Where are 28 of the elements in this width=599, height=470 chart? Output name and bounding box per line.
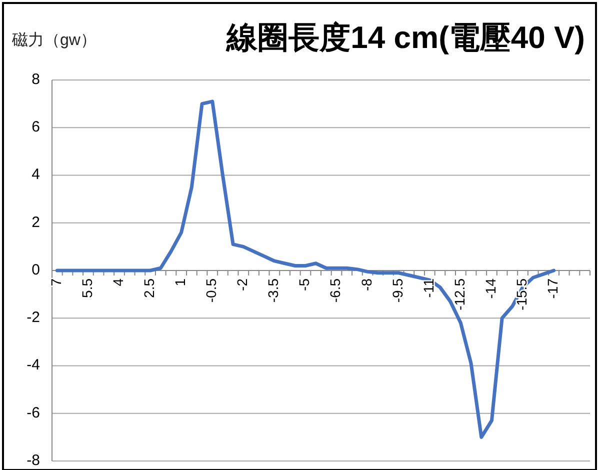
- x-tick-label: -15.5: [513, 278, 530, 310]
- y-tick-label: -6: [26, 404, 40, 422]
- chart-title: 線圈長度14 cm(電壓40 V): [226, 20, 585, 55]
- y-tick-label: -8: [26, 452, 40, 469]
- ylabel: 磁力（gw）: [12, 32, 96, 49]
- x-tick-label: -14: [482, 278, 498, 299]
- x-tick-label: -8: [358, 278, 374, 291]
- x-tick-label: -11: [420, 278, 436, 298]
- x-tick-label: -9.5: [389, 278, 406, 303]
- x-tick-label: -5: [296, 278, 312, 291]
- y-tick-label: 4: [32, 166, 40, 184]
- x-tick-label: 5.5: [78, 278, 95, 298]
- x-tick-label: -12.5: [451, 278, 468, 310]
- y-tick-label: 2: [32, 214, 40, 231]
- x-tick-label: 1: [172, 278, 188, 286]
- x-tick-label: 7: [48, 278, 64, 286]
- x-tick-label: -17: [544, 278, 560, 299]
- x-tick-label: -3.5: [265, 278, 282, 303]
- x-tick-label: -6.5: [327, 278, 344, 303]
- y-tick-label: -2: [26, 309, 40, 326]
- x-tick-label: -2: [234, 278, 250, 291]
- x-tick-label: 4: [110, 278, 126, 286]
- y-tick-label: 0: [32, 261, 40, 278]
- y-tick-label: -4: [26, 356, 40, 374]
- x-tick-label: -0.5: [203, 278, 220, 303]
- x-tick-label: 2.5: [140, 278, 157, 298]
- y-tick-label: 6: [32, 118, 40, 136]
- y-tick-label: 8: [32, 70, 40, 88]
